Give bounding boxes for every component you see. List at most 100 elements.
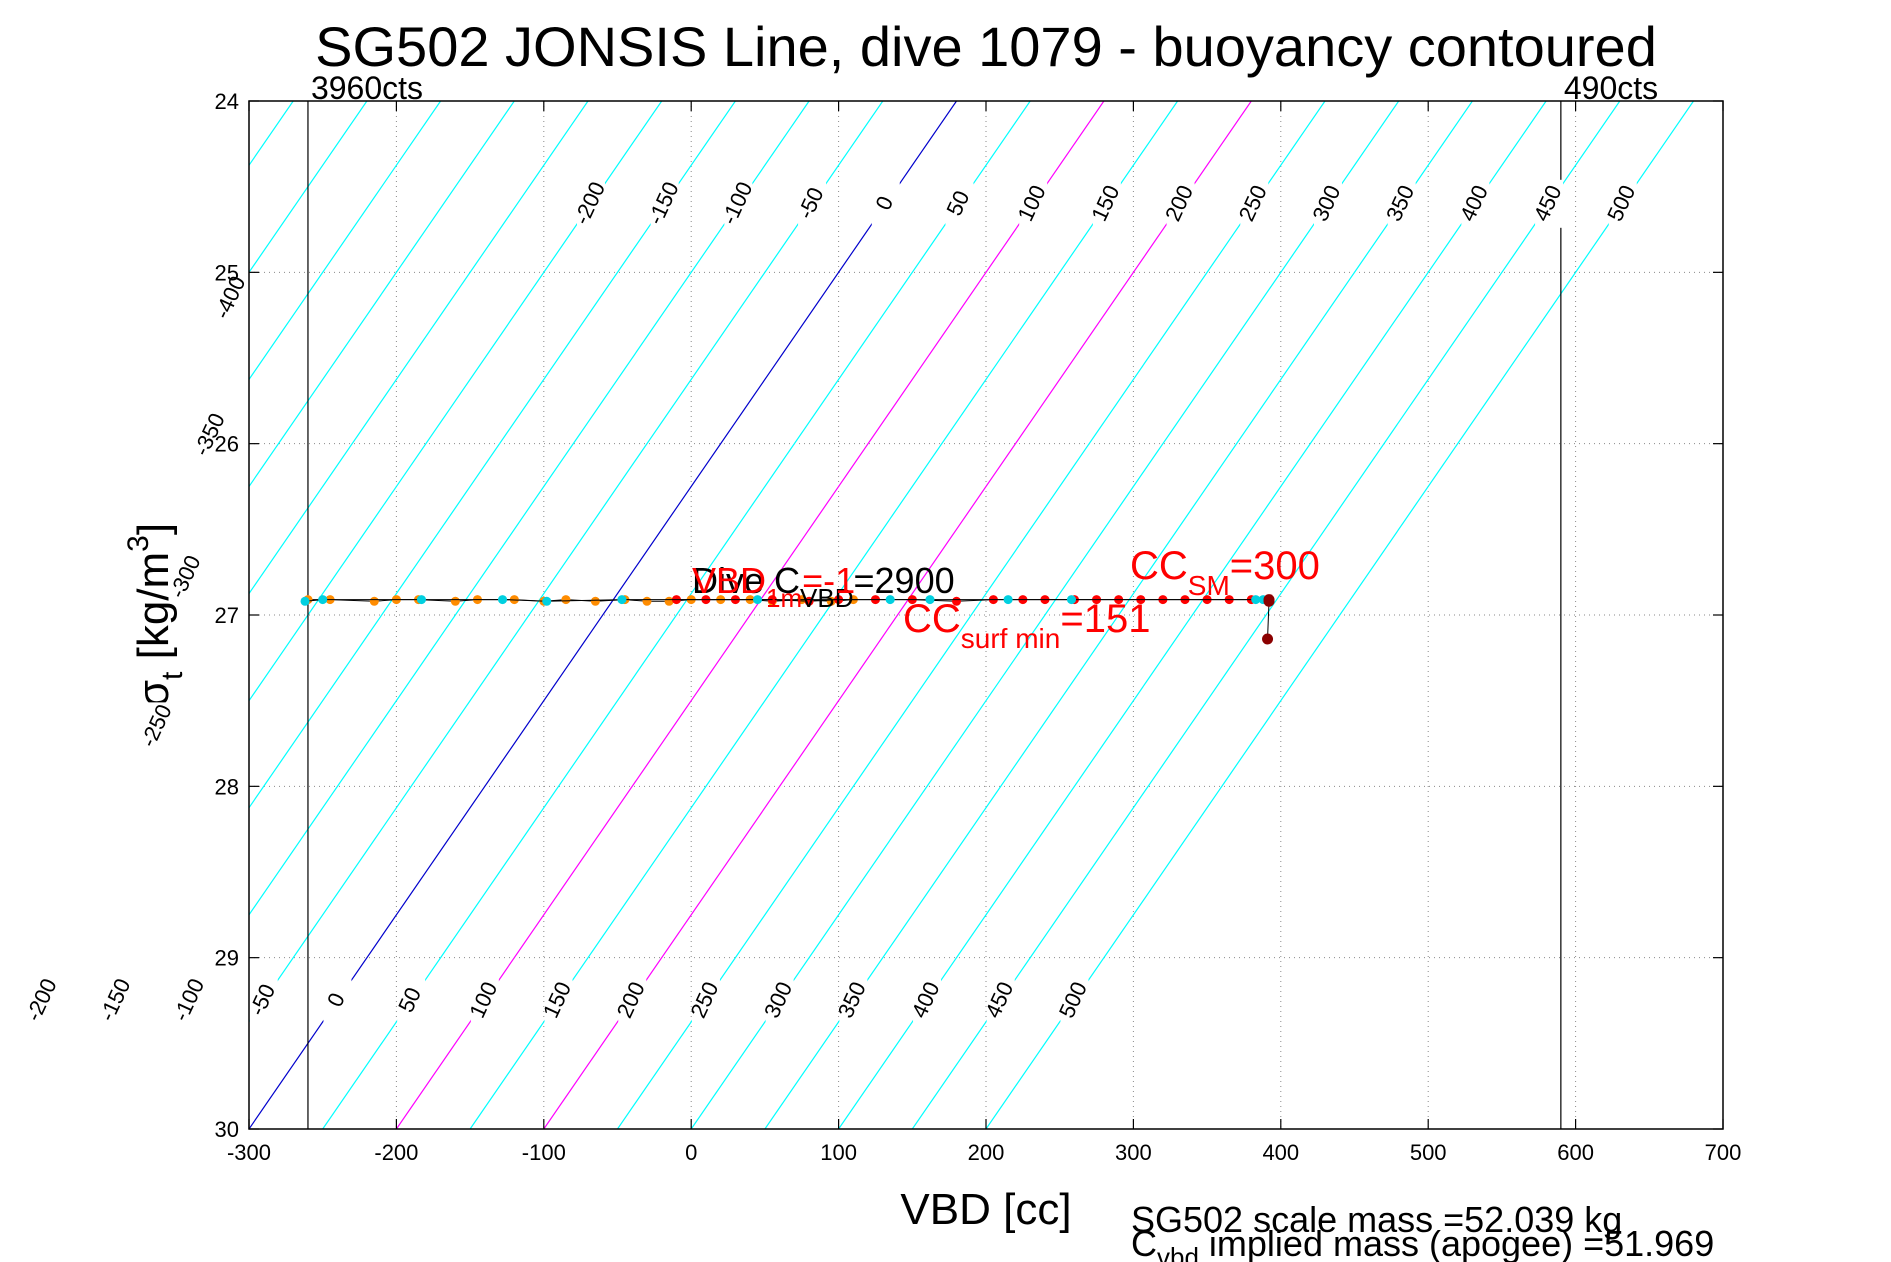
contour-label-bg xyxy=(323,976,352,1025)
data-point xyxy=(590,596,600,606)
contour-line xyxy=(469,101,1179,1129)
contour-label-bg xyxy=(28,976,57,1025)
contour-line xyxy=(322,101,1031,1129)
data-point xyxy=(1263,595,1275,607)
axis-ticks: -300 -200 -100 0 100 200 300 400 500 600 700 24 25 26… xyxy=(215,89,1742,1165)
contour-label-bg xyxy=(1313,179,1342,228)
data-point xyxy=(664,596,674,606)
contour-line xyxy=(249,101,736,809)
data-point xyxy=(952,596,962,606)
data-point xyxy=(561,595,571,605)
x-tick-label: 0 xyxy=(685,1140,697,1165)
contour-label-bg xyxy=(913,976,942,1025)
x-tick-label: 100 xyxy=(820,1140,857,1165)
data-series xyxy=(300,594,1275,645)
annotation-vbd-1m: VBD1m=-1 xyxy=(692,560,855,613)
x-tick-label: 400 xyxy=(1262,1140,1299,1165)
x-tick-label: -100 xyxy=(522,1140,566,1165)
contour-label-bg xyxy=(1461,179,1490,228)
vbd-limit-label: 490cts xyxy=(1564,70,1658,106)
contour-line xyxy=(249,101,442,381)
data-point xyxy=(369,596,379,606)
contour-label-bg xyxy=(618,976,647,1025)
data-point xyxy=(753,595,763,605)
contour-label-bg xyxy=(724,179,753,228)
data-point xyxy=(1251,595,1261,605)
contour-label-bg xyxy=(691,976,720,1025)
contour-line xyxy=(249,101,958,1129)
contour-label-bg xyxy=(196,411,225,460)
contour-label-bg xyxy=(1060,976,1089,1025)
contour-line xyxy=(911,101,1621,1129)
contour-label-bg xyxy=(871,179,900,228)
contour-line xyxy=(764,101,1473,1129)
data-point xyxy=(1066,595,1076,605)
contour-label-bg xyxy=(470,976,499,1025)
x-tick-label: 200 xyxy=(968,1140,1005,1165)
contour-label-bg xyxy=(1387,179,1416,228)
x-axis-label: VBD [cc] xyxy=(900,1185,1071,1234)
contour-label-bg xyxy=(1166,179,1195,228)
contour-label-bg xyxy=(576,179,605,228)
contour-label-bg xyxy=(1240,179,1269,228)
contour-label-bg xyxy=(839,976,868,1025)
data-point xyxy=(498,595,508,605)
x-tick-label: -300 xyxy=(227,1140,271,1165)
footnote-scale-mass: SG502 scale mass =52.039 kg xyxy=(1131,1199,1622,1240)
data-point xyxy=(450,596,460,606)
contour-label-bg xyxy=(176,976,205,1025)
contour-label-bg xyxy=(217,274,246,323)
buoyancy-contours xyxy=(249,101,1695,1129)
x-tick-label: 300 xyxy=(1115,1140,1152,1165)
contour-label-bg xyxy=(986,976,1015,1025)
contour-label-bg xyxy=(1608,179,1637,228)
vbd-limit-label: 3960cts xyxy=(311,70,423,106)
contour-label-bg xyxy=(1019,179,1048,228)
footnote-implied-mass: Cvbd implied mass (apogee) =51.969 xyxy=(1131,1223,1714,1262)
x-tick-label: 600 xyxy=(1557,1140,1594,1165)
y-tick-label: 30 xyxy=(215,1117,239,1142)
y-axis-label: σt [kg/m3] xyxy=(122,523,189,707)
data-point xyxy=(300,596,310,606)
y-tick-label: 24 xyxy=(215,89,239,114)
contour-label-bg xyxy=(798,179,827,228)
contour-line xyxy=(985,101,1695,1129)
contour-label-bg xyxy=(650,179,679,228)
contour-line xyxy=(249,101,884,1023)
annotation-dive-c-vbd: Dive CVBD=2900 xyxy=(692,560,955,613)
contour-label-bg xyxy=(172,553,201,602)
vbd-limit-lines: 3960cts 490cts xyxy=(307,70,1658,1129)
data-point xyxy=(1262,633,1274,645)
contour-line xyxy=(249,101,515,488)
x-tick-label: 500 xyxy=(1410,1140,1447,1165)
contour-label-bg xyxy=(544,976,573,1025)
contour-line xyxy=(543,101,1252,1129)
y-tick-label: 29 xyxy=(215,946,239,971)
contour-label-bg xyxy=(1092,179,1121,228)
data-point xyxy=(318,595,328,605)
contour-labels: -200 -150 -100 -50 0 50 100 150 200 250 300 350 400 4… xyxy=(20,178,1640,1025)
contour-line xyxy=(249,101,368,274)
y-tick-label: 27 xyxy=(215,603,239,628)
data-point xyxy=(416,595,426,605)
grid xyxy=(248,100,1724,1130)
contour-line xyxy=(395,101,1105,1129)
contour-label-bg xyxy=(945,179,974,228)
contour-label-bg xyxy=(1535,179,1564,228)
annotation-cc-sm: CCSM=300 xyxy=(1130,544,1320,601)
annotation-cc-surf-min: CCsurf min=151 xyxy=(903,597,1150,654)
contour-line xyxy=(249,101,810,916)
x-tick-label: -200 xyxy=(374,1140,418,1165)
x-tick-label: 700 xyxy=(1705,1140,1742,1165)
data-point xyxy=(885,595,895,605)
data-point xyxy=(542,596,552,606)
data-point xyxy=(642,596,652,606)
contour-label-bg xyxy=(102,976,131,1025)
contour-line xyxy=(690,101,1400,1129)
data-point xyxy=(617,595,627,605)
data-point xyxy=(826,596,836,606)
contour-label-bg xyxy=(143,702,172,751)
contour-label-bg xyxy=(249,976,278,1025)
contour-line xyxy=(249,101,663,702)
